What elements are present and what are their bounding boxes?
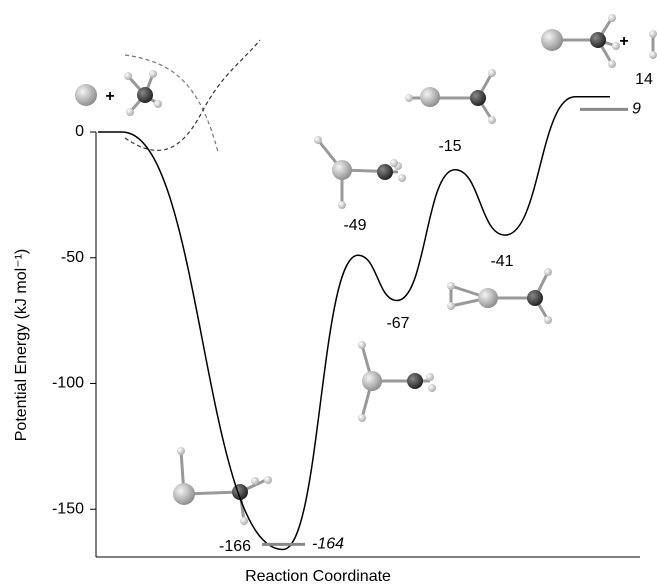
value-label: -166	[219, 538, 251, 555]
value-label: -164	[312, 536, 344, 553]
plus-sign: +	[619, 33, 628, 50]
y-tick-label: -50	[61, 249, 84, 266]
value-label: -67	[386, 315, 409, 332]
molecules	[128, 18, 653, 521]
y-axis-label: Potential Energy (kJ mol⁻¹)	[13, 249, 30, 442]
value-label: 14	[635, 71, 653, 88]
y-tick-label: -100	[52, 375, 84, 392]
y-tick-label: -150	[52, 500, 84, 517]
value-label: 9	[632, 101, 641, 118]
value-label: -41	[490, 253, 513, 270]
value-label: -15	[438, 138, 461, 155]
x-axis-label: Reaction Coordinate	[245, 568, 391, 585]
chart: + + Reaction Coordinate Potential Energy…	[0, 0, 657, 587]
value-label: -49	[343, 217, 366, 234]
plus-sign: +	[105, 88, 114, 105]
atoms	[75, 14, 657, 525]
y-tick-label: 0	[75, 123, 84, 140]
